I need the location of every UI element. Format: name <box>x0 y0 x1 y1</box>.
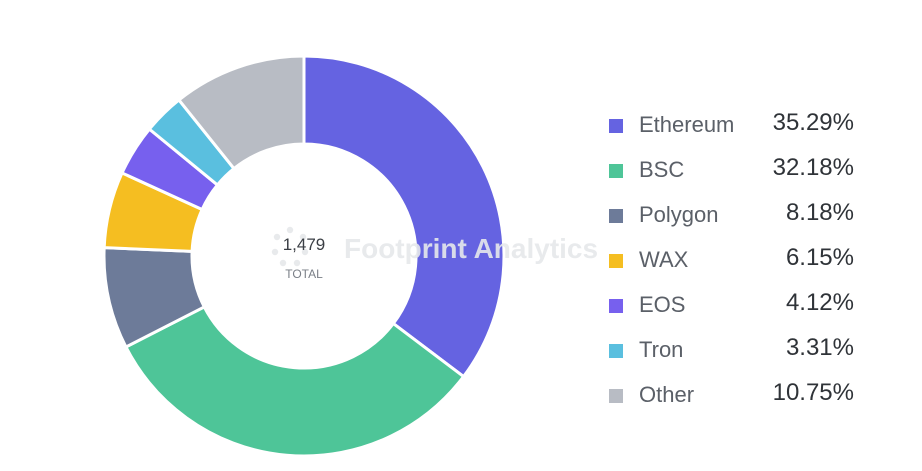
legend-label: WAX <box>639 247 689 272</box>
legend-value: 4.12% <box>785 289 854 316</box>
legend-value: 3.31% <box>785 334 854 361</box>
legend-swatch <box>609 344 623 358</box>
legend-swatch <box>609 254 623 268</box>
legend-label: EOS <box>639 292 686 317</box>
watermark: Footprint Analytics <box>271 226 598 267</box>
legend-item-ethereum[interactable]: Ethereum 35.29% <box>609 104 854 149</box>
legend-value: 32.18% <box>772 154 854 181</box>
legend-label: Tron <box>639 337 684 362</box>
legend-swatch <box>609 389 623 403</box>
legend-swatch <box>609 299 623 313</box>
legend-value: 10.75% <box>772 379 854 406</box>
legend-item-wax[interactable]: WAX 6.15% <box>609 239 854 284</box>
legend-value: 8.18% <box>785 199 854 226</box>
legend-item-eos[interactable]: EOS 4.12% <box>609 284 854 329</box>
slice-ethereum[interactable] <box>302 54 506 379</box>
legend-value: 6.15% <box>785 244 854 271</box>
donut-slices <box>102 54 506 458</box>
legend-value: 35.29% <box>772 109 854 136</box>
watermark-text: Footprint Analytics <box>344 233 598 264</box>
legend-item-bsc[interactable]: BSC 32.18% <box>609 149 854 194</box>
legend-label: Ethereum <box>639 112 735 137</box>
total-caption: TOTAL <box>285 267 323 281</box>
legend-label: Polygon <box>639 202 719 227</box>
watermark-logo-icon <box>271 226 309 267</box>
legend-swatch <box>609 209 623 223</box>
legend-swatch <box>609 164 623 178</box>
total-value: 1,479 <box>283 235 326 254</box>
slice-other[interactable] <box>177 54 306 171</box>
legend-label: BSC <box>639 157 685 182</box>
legend-item-polygon[interactable]: Polygon 8.18% <box>609 194 854 239</box>
legend: Ethereum 35.29% BSC 32.18% Polygon 8.18% WAX 6.… <box>609 104 854 419</box>
legend-label: Other <box>639 382 695 407</box>
slice-bsc[interactable] <box>124 305 466 458</box>
legend-swatch <box>609 119 623 133</box>
legend-item-tron[interactable]: Tron 3.31% <box>609 329 854 374</box>
legend-item-other[interactable]: Other 10.75% <box>609 374 854 419</box>
